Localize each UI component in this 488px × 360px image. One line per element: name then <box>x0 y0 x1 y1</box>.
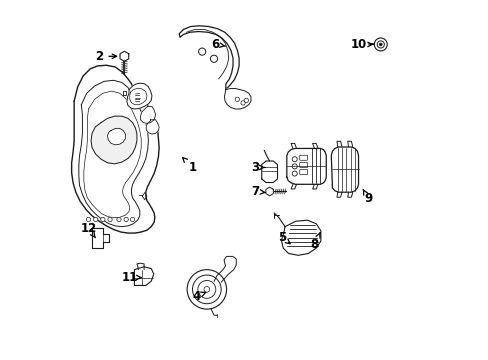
Circle shape <box>130 217 135 222</box>
Circle shape <box>292 157 297 162</box>
Text: 3: 3 <box>251 161 264 174</box>
Polygon shape <box>286 148 325 184</box>
Circle shape <box>101 217 105 222</box>
Polygon shape <box>330 147 358 192</box>
Polygon shape <box>134 267 153 285</box>
Circle shape <box>117 217 121 222</box>
Circle shape <box>187 270 226 309</box>
Polygon shape <box>281 220 320 255</box>
Circle shape <box>192 275 221 304</box>
Polygon shape <box>91 116 137 164</box>
Text: 5: 5 <box>278 231 289 244</box>
Circle shape <box>379 43 382 46</box>
Circle shape <box>241 101 244 105</box>
Circle shape <box>86 217 90 222</box>
Circle shape <box>198 48 205 55</box>
Polygon shape <box>126 83 152 109</box>
Text: 1: 1 <box>183 158 196 174</box>
Polygon shape <box>261 161 277 183</box>
Circle shape <box>292 164 297 169</box>
Circle shape <box>198 280 215 298</box>
Text: 11: 11 <box>122 271 141 284</box>
Circle shape <box>235 97 239 102</box>
Text: 12: 12 <box>80 222 97 238</box>
Circle shape <box>108 217 112 222</box>
Circle shape <box>373 38 386 51</box>
Circle shape <box>93 217 98 222</box>
Circle shape <box>124 217 128 222</box>
Polygon shape <box>224 89 250 109</box>
Circle shape <box>376 41 384 48</box>
Circle shape <box>203 287 209 292</box>
Polygon shape <box>120 51 128 61</box>
Polygon shape <box>107 129 125 145</box>
FancyBboxPatch shape <box>299 155 307 160</box>
Text: 2: 2 <box>95 50 116 63</box>
Circle shape <box>292 171 297 176</box>
Circle shape <box>210 55 217 62</box>
Text: 6: 6 <box>211 38 225 51</box>
Text: 10: 10 <box>350 38 372 51</box>
FancyBboxPatch shape <box>299 162 307 167</box>
Text: 4: 4 <box>192 290 205 303</box>
Polygon shape <box>92 228 109 248</box>
Polygon shape <box>179 26 239 90</box>
Polygon shape <box>140 107 155 123</box>
Text: 9: 9 <box>362 189 371 205</box>
Polygon shape <box>146 120 159 134</box>
Text: 8: 8 <box>310 233 320 251</box>
Polygon shape <box>72 65 159 233</box>
Circle shape <box>244 98 248 103</box>
FancyBboxPatch shape <box>299 170 307 175</box>
Polygon shape <box>265 187 273 196</box>
Text: 7: 7 <box>251 185 264 198</box>
